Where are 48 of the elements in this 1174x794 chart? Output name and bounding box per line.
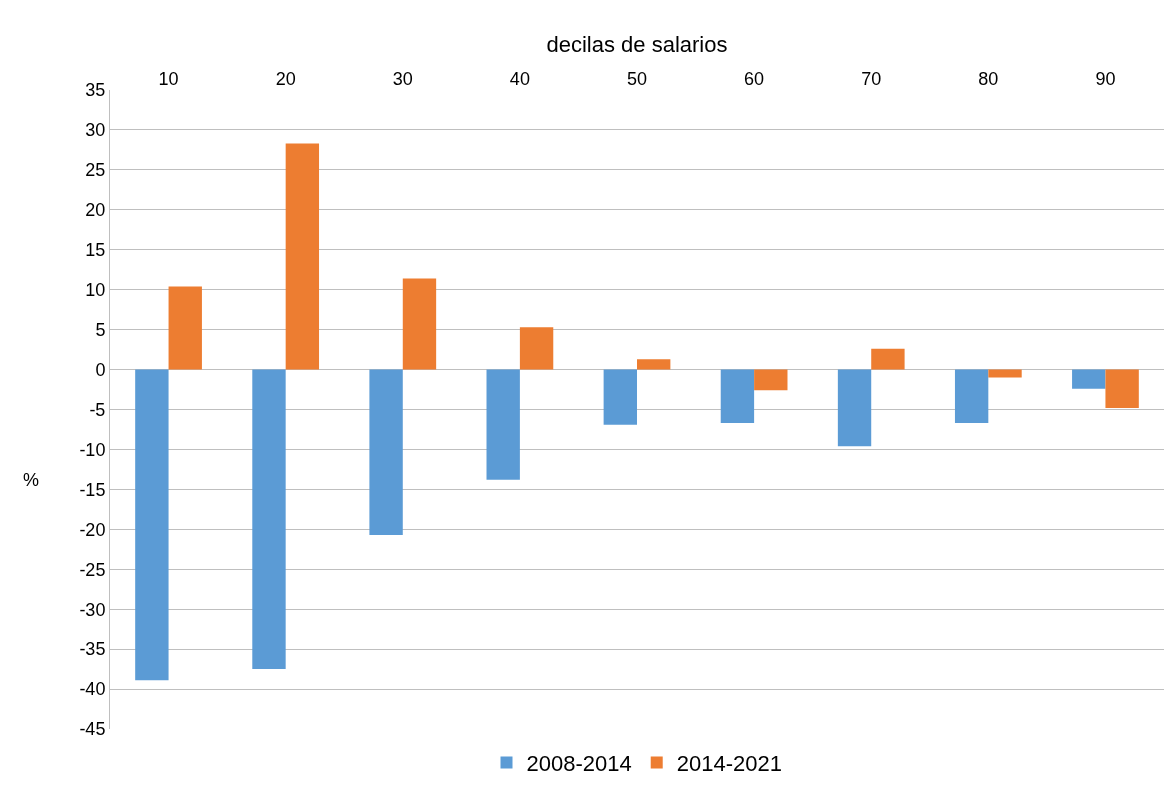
x-tick-label: 90 — [1095, 69, 1116, 90]
bar — [871, 348, 905, 370]
y-tick-label: -40 — [79, 679, 106, 700]
bar — [402, 278, 437, 370]
y-tick-label: -45 — [79, 719, 106, 740]
bar — [168, 286, 202, 370]
bar — [603, 369, 637, 425]
y-tick-label: -20 — [79, 519, 106, 540]
bar — [720, 369, 755, 424]
bar — [1105, 369, 1139, 408]
y-tick-label: 15 — [85, 240, 106, 261]
x-axis-title: decilas de salarios — [546, 32, 728, 58]
bar — [1072, 369, 1106, 389]
x-tick-label: 60 — [744, 69, 765, 90]
bar — [369, 369, 403, 535]
legend-label: 2008-2014 — [526, 751, 632, 777]
y-tick-label: 35 — [85, 80, 106, 101]
y-tick-label: -5 — [89, 399, 106, 420]
y-tick-label: -10 — [79, 439, 106, 460]
y-tick-label: 25 — [85, 160, 106, 181]
y-tick-label: -30 — [79, 599, 106, 620]
x-tick-label: 10 — [158, 69, 179, 90]
x-tick-label: 40 — [509, 69, 530, 90]
x-tick-label: 80 — [978, 69, 999, 90]
x-tick-label: 70 — [861, 69, 882, 90]
y-tick-label: -15 — [79, 479, 106, 500]
bar — [954, 369, 989, 424]
x-tick-label: 50 — [626, 69, 648, 90]
bar — [135, 369, 169, 681]
bar — [285, 143, 320, 370]
bar — [988, 369, 1022, 378]
y-tick-label: -25 — [79, 559, 106, 580]
bar — [837, 369, 872, 447]
bar — [754, 369, 788, 391]
y-axis-title: % — [23, 470, 40, 490]
x-tick-label: 30 — [392, 69, 413, 90]
legend-label: 2014-2021 — [676, 751, 782, 777]
bar — [252, 369, 286, 670]
y-tick-label: 0 — [95, 359, 106, 380]
bar — [519, 327, 554, 370]
y-tick-label: 5 — [95, 319, 106, 340]
y-tick-label: 20 — [85, 200, 106, 221]
y-tick-label: -35 — [79, 639, 106, 660]
bar — [637, 359, 671, 370]
x-tick-label: 20 — [275, 69, 296, 90]
y-tick-label: 30 — [85, 120, 106, 141]
bar — [486, 369, 520, 480]
y-tick-label: 10 — [85, 279, 106, 300]
